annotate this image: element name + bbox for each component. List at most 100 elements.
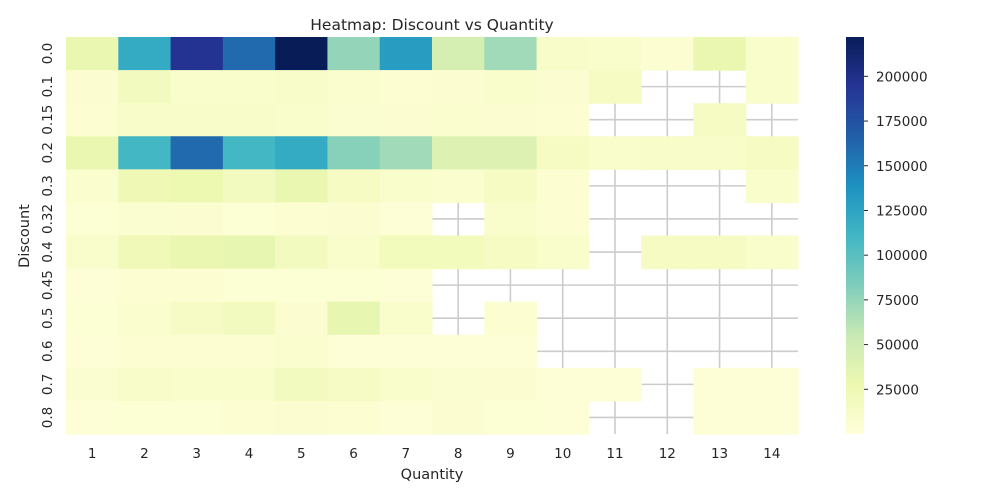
heatmap-cell [275,202,329,237]
heatmap-cell [66,268,119,303]
heatmap-cell [484,235,538,270]
heatmap-cell [693,103,747,137]
heatmap-cell [327,136,381,170]
heatmap-cell [327,70,381,104]
x-tick-label: 4 [245,446,254,462]
x-tick-label: 12 [659,446,676,462]
heatmap-cell [118,202,172,237]
heatmap-cell [745,400,799,435]
heatmap-cell [327,37,381,71]
heatmap-cell [66,400,119,435]
heatmap-cell [693,235,747,270]
heatmap-cell [327,235,381,270]
heatmap-cell [170,334,224,369]
colorbar: 25000 50000 75000 100000 125000 150000 175000 2… [846,37,928,434]
colorbar-gradient [846,37,864,434]
y-tick-label: 0.0 [40,43,56,64]
heatmap-cell [379,37,433,71]
heatmap-cell [536,202,590,237]
heatmap-cell [66,103,119,137]
heatmap-cell [641,235,695,270]
heatmap-cell [432,334,485,369]
heatmap-cell [66,37,119,71]
heatmap-cell [693,400,747,435]
colorbar-tick-label: 100000 [876,248,928,264]
heatmap-cell [745,235,799,270]
heatmap-cell [275,169,329,204]
heatmap-cell [536,169,590,204]
heatmap-cell [222,367,276,402]
heatmap-cell [536,103,590,137]
heatmap-cell [432,169,485,204]
y-tick-label: 0.5 [40,307,56,328]
heatmap-cell [745,367,799,402]
heatmap-cell [170,367,224,402]
heatmap-cell [379,70,433,104]
heatmap-cell [327,301,381,336]
heatmap-cell [379,136,433,170]
heatmap-cell [222,202,276,237]
heatmap-cell [327,367,381,402]
y-tick-label: 0.15 [40,105,56,135]
heatmap-cell [693,367,747,402]
heatmap-cell [745,169,799,204]
y-axis-title: Discount [17,204,33,268]
heatmap-cell [275,235,329,270]
heatmap-cell [432,103,485,137]
x-tick-label: 9 [506,446,515,462]
x-axis-title: Quantity [401,467,464,483]
heatmap-cell [379,169,433,204]
heatmap-cell [641,136,695,170]
heatmap-cell [432,136,485,170]
x-tick-label: 5 [297,446,306,462]
heatmap-cell [327,400,381,435]
heatmap-cell [66,169,119,204]
heatmap-cell [693,136,747,170]
colorbar-tick-label: 50000 [876,338,919,354]
heatmap-cell [66,301,119,336]
heatmap-cell [170,268,224,303]
heatmap-cell [170,136,224,170]
heatmap-cell [170,235,224,270]
heatmap-cell [118,235,172,270]
heatmap-cell [432,70,485,104]
heatmap-cell [170,37,224,71]
x-tick-label: 7 [402,446,411,462]
y-tick-label: 0.3 [40,175,56,196]
heatmap-cell [379,202,433,237]
heatmap-cell [745,136,799,170]
heatmap-cell [275,367,329,402]
heatmap-cell [118,169,172,204]
heatmap-cell [222,37,276,71]
heatmap-cell [484,301,538,336]
heatmap-cell [275,268,329,303]
heatmap-cell [222,268,276,303]
heatmap-cell [275,136,329,170]
heatmap-cell [484,136,538,170]
y-tick-label: 0.1 [40,76,56,97]
colorbar-tick-label: 200000 [876,69,928,85]
x-tick-label: 6 [349,446,358,462]
heatmap-cell [222,334,276,369]
heatmap-cell [275,334,329,369]
heatmap-cell [432,37,485,71]
y-tick-label: 0.4 [40,241,56,262]
colorbar-tick-label: 175000 [876,114,928,130]
colorbar-tick-label: 75000 [876,293,919,309]
heatmap-cell [379,334,433,369]
heatmap-cell [170,70,224,104]
heatmap-cell [66,136,119,170]
heatmap-cell [275,301,329,336]
x-axis-ticks: 1 2 3 4 5 6 7 8 9 10 11 12 13 14 [88,446,781,462]
heatmap-cell [118,268,172,303]
heatmap-cell [222,400,276,435]
heatmap-cell [170,169,224,204]
heatmap-cell [327,202,381,237]
heatmap-cell [536,70,590,104]
heatmap-cell [536,367,590,402]
heatmap-cell [327,103,381,137]
x-tick-label: 2 [140,446,149,462]
heatmap-cell [432,400,485,435]
heatmap-cell [432,367,485,402]
